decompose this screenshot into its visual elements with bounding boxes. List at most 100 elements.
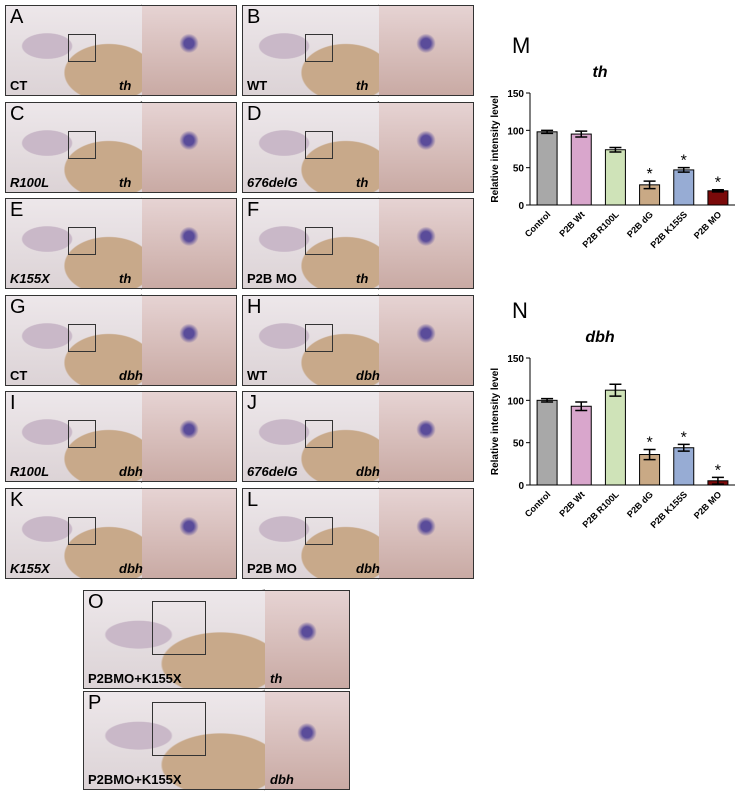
y-tick-label: 50 xyxy=(513,164,525,175)
panel-letter: O xyxy=(88,591,104,613)
embryo-image xyxy=(243,489,381,578)
x-tick-label: P2B MO xyxy=(692,209,723,240)
error-bar xyxy=(677,166,690,173)
y-axis-label: Relative intensity level xyxy=(490,368,501,475)
zoom-box xyxy=(68,420,96,449)
zoom-box xyxy=(68,227,96,256)
zoom-box xyxy=(305,227,333,256)
image-panel: E K155X th xyxy=(5,198,237,290)
gene-label: dbh xyxy=(119,464,143,480)
chart-title: dbh xyxy=(585,329,615,346)
embryo-image xyxy=(6,199,144,289)
embryo-image xyxy=(243,392,381,482)
bar xyxy=(570,405,592,486)
zoom-image xyxy=(379,295,473,385)
x-tick-label: P2B Wt xyxy=(557,209,586,238)
embryo-image xyxy=(6,295,144,385)
x-tick-label: P2B K155S xyxy=(648,209,689,250)
panel-label: WT xyxy=(247,78,268,93)
bar xyxy=(673,447,695,486)
panel-label: P2BMO+K155X xyxy=(88,772,182,787)
error-bar xyxy=(609,146,622,153)
bar xyxy=(707,190,729,206)
panel-letter: J xyxy=(247,392,257,415)
gene-label: th xyxy=(270,671,283,686)
panel-letter: H xyxy=(247,295,262,318)
zoom-box xyxy=(305,130,333,159)
image-panel: K K155X dbh xyxy=(5,488,237,579)
zoom-image xyxy=(142,392,236,482)
gene-label: th xyxy=(119,174,132,190)
zoom-box xyxy=(68,130,96,159)
panel-letter: G xyxy=(10,295,26,318)
panel-letter: B xyxy=(247,6,261,28)
panel-label: R100L xyxy=(10,464,50,480)
bar xyxy=(673,169,695,206)
bar xyxy=(570,133,592,206)
y-tick-label: 50 xyxy=(513,439,525,450)
gene-label: dbh xyxy=(356,561,380,576)
y-axis-label: Relative intensity level xyxy=(490,95,501,202)
panel-label: P2B MO xyxy=(247,561,297,576)
zoom-box xyxy=(305,34,333,62)
gene-label: dbh xyxy=(119,367,143,383)
embryo-image xyxy=(84,591,267,688)
y-tick-label: 0 xyxy=(518,481,524,492)
chart-title: th xyxy=(592,64,607,81)
image-panel: B WT th xyxy=(242,5,474,96)
y-tick-label: 150 xyxy=(507,354,524,365)
gene-label: dbh xyxy=(356,464,380,480)
panel-label: CT xyxy=(10,367,28,383)
error-bar xyxy=(575,401,588,412)
zoom-box xyxy=(152,702,206,756)
embryo-image xyxy=(6,102,144,192)
gene-label: th xyxy=(356,78,369,93)
embryo-image xyxy=(243,199,381,289)
bar xyxy=(536,131,558,206)
error-bar xyxy=(541,129,554,135)
error-bar xyxy=(609,383,622,397)
embryo-image xyxy=(243,102,381,192)
panel-label: CT xyxy=(10,78,28,93)
x-tick-label: P2B R100L xyxy=(581,489,622,530)
zoom-image xyxy=(379,489,473,578)
panel-label: P2BMO+K155X xyxy=(88,671,182,686)
panel-letter: E xyxy=(10,199,24,222)
bar xyxy=(604,389,626,486)
panel-letter: A xyxy=(10,6,24,28)
error-bar xyxy=(711,188,724,193)
zoom-image xyxy=(142,489,236,578)
zoom-box xyxy=(68,34,96,62)
panel-label: 676delG xyxy=(247,174,298,190)
significance-mark: * xyxy=(715,462,721,479)
y-tick-label: 100 xyxy=(507,126,524,137)
gene-label: th xyxy=(119,78,132,93)
error-bar xyxy=(711,476,724,485)
x-tick-label: Control xyxy=(523,209,553,239)
zoom-box xyxy=(305,517,333,545)
y-tick-label: 150 xyxy=(507,89,524,100)
x-tick-label: P2B dG xyxy=(625,489,655,519)
image-panel: C R100L th xyxy=(5,101,237,193)
panel-label: P2B MO xyxy=(247,271,297,287)
embryo-image xyxy=(243,6,381,95)
zoom-image xyxy=(379,199,473,289)
panel-letter: D xyxy=(247,102,262,125)
panel-letter: P xyxy=(88,692,102,714)
zoom-image xyxy=(265,591,349,688)
y-tick-label: 100 xyxy=(507,396,524,407)
image-panel: F P2B MO th xyxy=(242,198,474,290)
image-panel: G CT dbh xyxy=(5,294,237,386)
image-panel: L P2B MO dbh xyxy=(242,488,474,579)
panel-label: 676delG xyxy=(247,464,298,480)
panel-letter: C xyxy=(10,102,25,125)
gene-label: th xyxy=(119,271,132,287)
zoom-image xyxy=(265,692,349,789)
zoom-image xyxy=(142,199,236,289)
gene-label: dbh xyxy=(356,367,380,383)
error-bar xyxy=(575,130,588,138)
significance-mark: * xyxy=(646,434,652,451)
zoom-box xyxy=(152,601,206,655)
zoom-image xyxy=(379,102,473,192)
